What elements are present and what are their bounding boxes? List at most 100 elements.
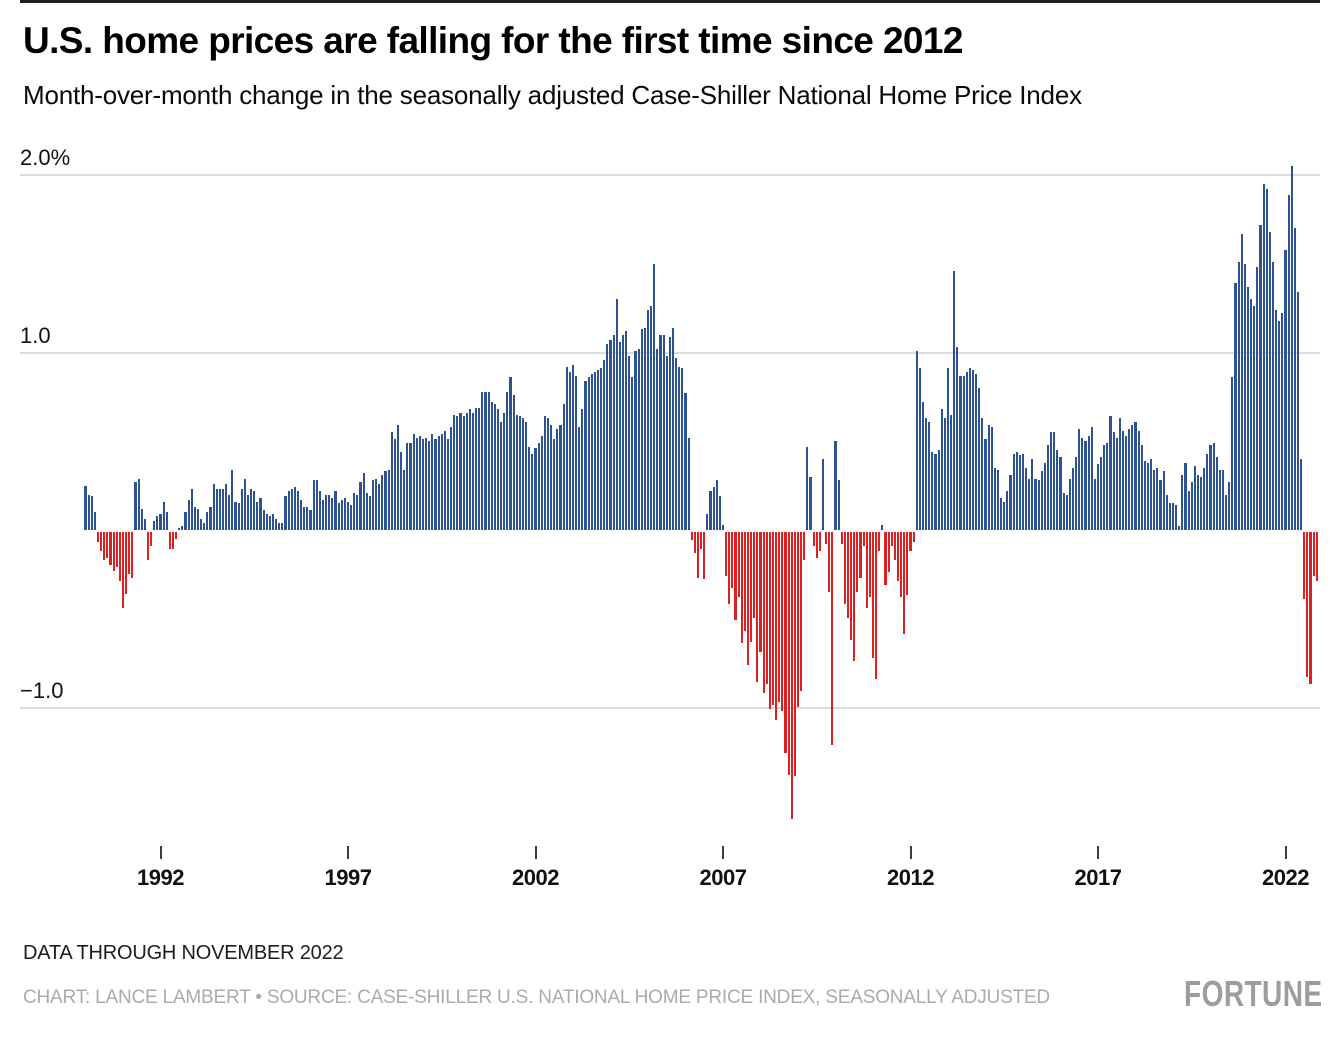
bar-month-360 bbox=[1209, 444, 1212, 530]
bar-month-391 bbox=[1306, 531, 1309, 678]
bar-month-87 bbox=[356, 494, 359, 530]
bar-month-299 bbox=[1018, 455, 1021, 530]
bar-month-260 bbox=[896, 531, 900, 582]
bar-month-382 bbox=[1278, 320, 1281, 530]
bar-month-287 bbox=[981, 418, 984, 530]
bar-month-163 bbox=[593, 372, 596, 530]
bar-month-86 bbox=[353, 492, 356, 530]
bar-month-45 bbox=[225, 483, 228, 530]
bar-month-44 bbox=[221, 489, 225, 530]
bar-month-282 bbox=[965, 372, 968, 530]
bar-month-225 bbox=[787, 531, 790, 775]
bar-month-304 bbox=[1034, 478, 1037, 530]
bar-month-384 bbox=[1284, 249, 1287, 530]
bar-month-302 bbox=[1028, 478, 1031, 530]
bar-month-2 bbox=[90, 496, 93, 530]
bar-month-188 bbox=[671, 327, 675, 530]
bar-month-343 bbox=[1156, 467, 1159, 530]
bar-month-129 bbox=[487, 391, 490, 530]
bar-month-13 bbox=[125, 531, 128, 594]
bar-month-112 bbox=[434, 439, 437, 530]
bar-month-249 bbox=[862, 531, 865, 546]
bar-month-128 bbox=[484, 391, 487, 530]
bar-month-75 bbox=[318, 490, 321, 530]
bar-month-289 bbox=[987, 425, 990, 530]
bar-month-191 bbox=[681, 368, 684, 530]
bar-month-296 bbox=[1009, 474, 1012, 530]
bar-month-222 bbox=[778, 531, 781, 702]
bar-month-101 bbox=[400, 451, 403, 530]
bar-month-305 bbox=[1037, 480, 1040, 530]
bar-month-381 bbox=[1275, 309, 1278, 530]
chart-subtitle: Month-over-month change in the seasonall… bbox=[23, 80, 1082, 110]
bar-month-74 bbox=[315, 480, 318, 530]
bar-month-63 bbox=[281, 522, 284, 530]
bar-month-269 bbox=[925, 418, 928, 530]
bar-month-318 bbox=[1078, 428, 1081, 530]
bar-month-279 bbox=[956, 347, 959, 530]
bar-month-390 bbox=[1303, 531, 1306, 599]
bar-month-288 bbox=[984, 439, 987, 530]
bar-month-71 bbox=[306, 506, 309, 530]
bar-month-227 bbox=[793, 531, 796, 777]
bar-month-291 bbox=[993, 467, 996, 530]
bar-month-190 bbox=[678, 366, 681, 530]
bar-month-31 bbox=[181, 526, 184, 530]
bar-month-263 bbox=[906, 531, 909, 596]
bar-month-151 bbox=[556, 428, 559, 530]
bar-month-204 bbox=[721, 524, 725, 530]
bar-month-134 bbox=[503, 412, 506, 530]
bar-month-333 bbox=[1125, 435, 1128, 530]
bar-month-235 bbox=[818, 531, 821, 552]
bar-month-53 bbox=[250, 489, 253, 530]
bar-month-211 bbox=[743, 531, 746, 631]
bar-month-248 bbox=[859, 531, 862, 578]
bar-month-141 bbox=[525, 421, 528, 530]
bar-month-255 bbox=[881, 524, 884, 530]
bar-month-95 bbox=[381, 474, 384, 530]
bar-month-107 bbox=[418, 435, 421, 530]
bar-month-58 bbox=[265, 514, 268, 530]
bar-month-11 bbox=[118, 531, 121, 582]
x-axis-label-1997: 1997 bbox=[324, 865, 372, 890]
bar-month-378 bbox=[1265, 189, 1268, 530]
bar-month-271 bbox=[931, 451, 934, 530]
x-axis-label-1992: 1992 bbox=[137, 865, 184, 890]
bar-month-59 bbox=[268, 515, 271, 530]
bar-month-78 bbox=[328, 494, 331, 530]
bar-month-92 bbox=[371, 480, 375, 530]
bar-month-91 bbox=[368, 496, 371, 530]
bar-month-180 bbox=[646, 309, 650, 530]
bar-month-307 bbox=[1043, 462, 1046, 530]
zero-axis-line bbox=[20, 0, 1320, 3]
bar-month-247 bbox=[856, 531, 859, 592]
bar-month-17 bbox=[137, 478, 140, 530]
bar-month-350 bbox=[1178, 526, 1181, 530]
x-axis-label-2007: 2007 bbox=[699, 865, 747, 890]
bar-month-229 bbox=[800, 531, 803, 692]
bar-month-170 bbox=[615, 299, 618, 530]
bar-month-105 bbox=[412, 434, 415, 530]
bar-month-62 bbox=[278, 522, 281, 530]
bar-month-153 bbox=[562, 403, 565, 530]
bar-month-312 bbox=[1059, 457, 1062, 530]
bar-month-138 bbox=[515, 414, 518, 530]
bar-month-182 bbox=[653, 263, 656, 530]
bar-month-149 bbox=[550, 425, 553, 530]
bar-month-24 bbox=[159, 514, 162, 530]
bar-month-102 bbox=[403, 469, 406, 530]
bar-month-387 bbox=[1293, 228, 1296, 530]
bar-month-377 bbox=[1262, 183, 1265, 530]
bar-month-146 bbox=[540, 435, 543, 530]
bar-month-165 bbox=[600, 368, 603, 530]
bar-month-49 bbox=[237, 503, 240, 530]
bar-month-219 bbox=[768, 531, 771, 709]
bar-month-60 bbox=[271, 514, 275, 530]
bar-month-18 bbox=[140, 508, 143, 530]
bar-month-297 bbox=[1012, 453, 1015, 530]
bar-month-379 bbox=[1268, 231, 1271, 530]
bar-month-1 bbox=[87, 494, 90, 530]
page-title: U.S. home prices are falling for the fir… bbox=[23, 20, 963, 61]
bar-month-139 bbox=[518, 416, 521, 530]
